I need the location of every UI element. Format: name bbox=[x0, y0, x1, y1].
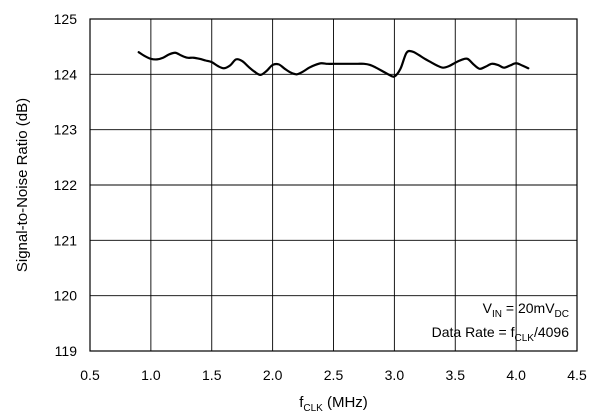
y-tick-label: 125 bbox=[54, 11, 78, 27]
y-tick-label: 120 bbox=[54, 288, 78, 304]
x-tick-label: 0.5 bbox=[80, 367, 100, 383]
annotation-text: Data Rate = fCLK/4096 bbox=[432, 324, 570, 344]
annotation-text: VIN = 20mVDC bbox=[483, 300, 569, 320]
x-tick-label: 2.0 bbox=[263, 367, 283, 383]
x-tick-label: 1.0 bbox=[141, 367, 161, 383]
y-tick-label: 119 bbox=[55, 343, 78, 359]
series-line bbox=[137, 49, 530, 78]
series-layer bbox=[137, 49, 530, 78]
y-tick-label: 121 bbox=[54, 232, 78, 248]
y-tick-label: 124 bbox=[54, 66, 78, 82]
x-tick-label: 4.5 bbox=[567, 367, 587, 383]
x-tick-label: 4.0 bbox=[506, 367, 526, 383]
grid-layer bbox=[90, 19, 577, 351]
tick-label-layer: 0.5 1.0 1.5 2.0 2.5 3.0 3.5 4.0 4.5 119 120 121 122 1… bbox=[54, 11, 587, 383]
x-tick-label: 3.5 bbox=[446, 367, 466, 383]
y-tick-label: 122 bbox=[54, 177, 78, 193]
y-tick-label: 123 bbox=[54, 122, 78, 138]
annotation-layer: VIN = 20mVDC Data Rate = fCLK/4096 bbox=[432, 300, 570, 344]
x-axis-title: fCLK (MHz) bbox=[299, 394, 368, 414]
x-tick-label: 3.0 bbox=[385, 367, 405, 383]
y-axis-title: Signal-to-Noise Ratio (dB) bbox=[14, 98, 31, 272]
x-tick-label: 1.5 bbox=[202, 367, 222, 383]
x-tick-label: 2.5 bbox=[324, 367, 344, 383]
plot-frame bbox=[89, 18, 578, 352]
